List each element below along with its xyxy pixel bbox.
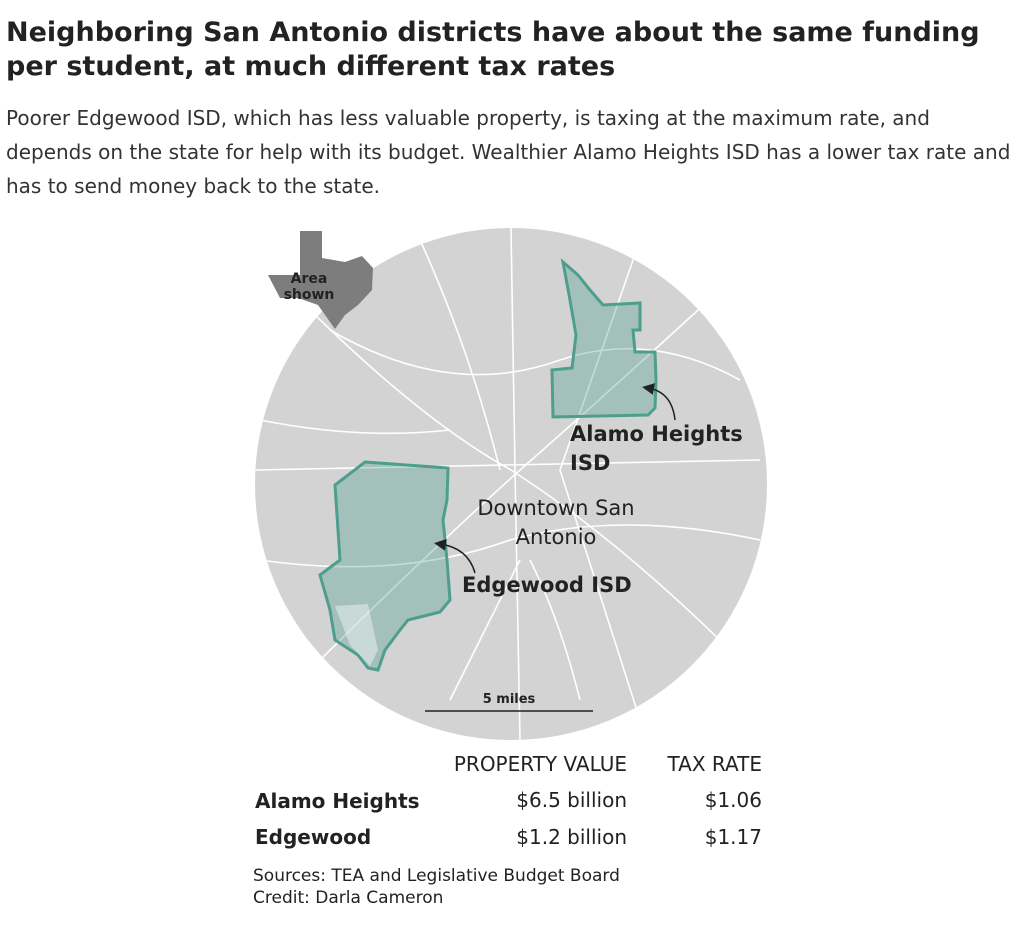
- map-label: Edgewood ISD: [462, 573, 632, 597]
- row-label: Alamo Heights: [255, 789, 420, 813]
- arrow: [434, 538, 476, 574]
- credit: Credit: Darla Cameron: [253, 888, 444, 908]
- cell: $1.06: [704, 788, 762, 812]
- cell: $1.2 billion: [516, 825, 627, 849]
- edgewood-lowland: [335, 604, 378, 666]
- alamo-heights-district: [550, 258, 658, 419]
- column-header: TAX RATE: [667, 752, 762, 776]
- cell: $1.17: [704, 825, 762, 849]
- column-header: PROPERTY VALUE: [453, 752, 627, 776]
- map-label: Alamo Heights ISD: [570, 422, 743, 475]
- map-label: Downtown San Antonio: [477, 496, 635, 549]
- inset-label: Area shown: [283, 271, 335, 303]
- title: Neighboring San Antonio districts have a…: [6, 17, 980, 82]
- roads: [255, 228, 761, 740]
- cell: $6.5 billion: [516, 788, 627, 812]
- arrow: [642, 383, 676, 421]
- sources: Sources: TEA and Legislative Budget Boar…: [253, 866, 620, 886]
- row-label: Edgewood: [255, 825, 372, 849]
- subtitle: Poorer Edgewood ISD, which has less valu…: [6, 106, 1011, 198]
- texas-inset: [268, 231, 373, 329]
- scale-label: 5 miles: [482, 692, 536, 707]
- edgewood-district: [318, 460, 452, 672]
